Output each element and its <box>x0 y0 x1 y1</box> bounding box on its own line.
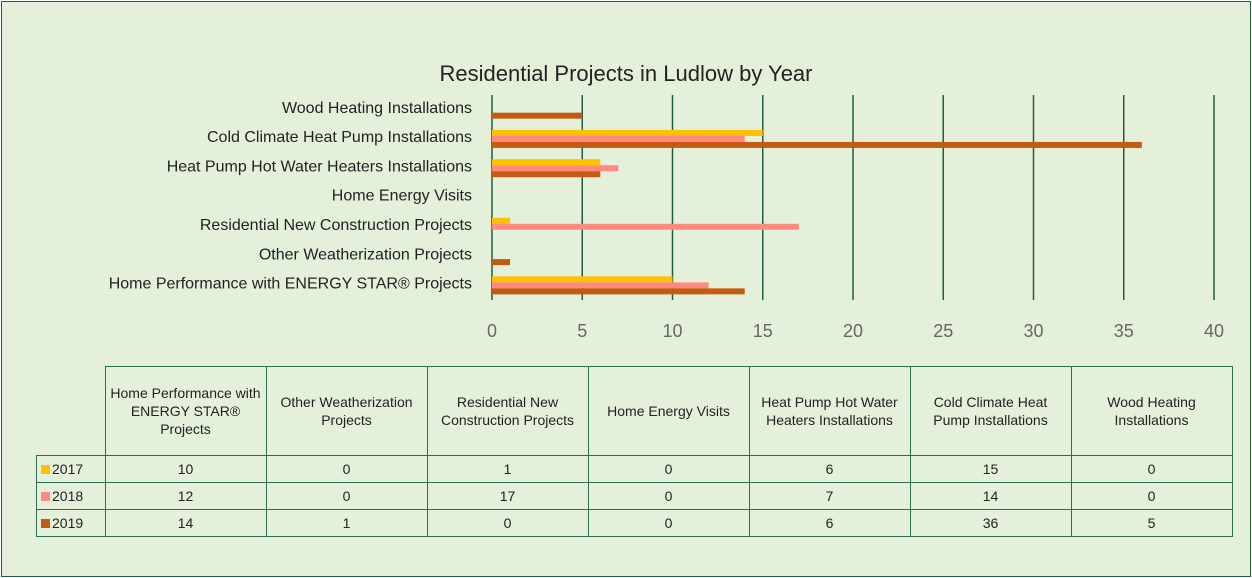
legend-entry: 2017 <box>36 455 106 483</box>
chart-title: Residential Projects in Ludlow by Year <box>439 61 812 86</box>
x-tick-label: 5 <box>577 321 587 341</box>
table-header: Wood Heating Installations <box>1070 366 1233 456</box>
table-row: 2019 14 1 0 0 6 36 5 <box>36 509 1233 537</box>
x-tick-label: 25 <box>933 321 953 341</box>
table-row: 2017 10 0 1 0 6 15 0 <box>36 455 1233 483</box>
bar <box>492 165 619 172</box>
bar <box>492 112 583 119</box>
table-cell: 0 <box>265 482 428 510</box>
table-cell: 0 <box>1070 482 1233 510</box>
table-cell: 0 <box>587 509 750 537</box>
bar <box>492 171 601 178</box>
x-tick-label: 0 <box>487 321 497 341</box>
table-header: Heat Pump Hot Water Heaters Installation… <box>748 366 911 456</box>
table-header: Home Performance with ENERGY STAR® Proje… <box>104 366 267 456</box>
table-cell: 0 <box>587 455 750 483</box>
y-tick-label: Residential New Construction Projects <box>200 217 472 234</box>
bar <box>492 259 511 266</box>
bar <box>492 129 763 136</box>
table-cell: 15 <box>909 455 1072 483</box>
table-header: Home Energy Visits <box>587 366 750 456</box>
table-cell: 1 <box>426 455 589 483</box>
legend-entry: 2018 <box>36 482 106 510</box>
x-tick-label: 40 <box>1204 321 1224 341</box>
legend-swatch <box>41 492 50 501</box>
x-tick-label: 20 <box>843 321 863 341</box>
y-tick-label: Heat Pump Hot Water Heaters Installation… <box>167 158 472 175</box>
table-cell: 14 <box>909 482 1072 510</box>
table-cell: 12 <box>104 482 267 510</box>
bar <box>492 282 709 289</box>
legend-label: 2019 <box>52 515 84 531</box>
table-cell: 0 <box>1070 455 1233 483</box>
legend-swatch <box>41 465 50 474</box>
legend-entry: 2019 <box>36 509 106 537</box>
y-tick-label: Other Weatherization Projects <box>259 246 472 263</box>
y-tick-label: Home Performance with ENERGY STAR® Proje… <box>109 276 472 293</box>
legend-swatch <box>41 519 50 528</box>
bar <box>492 223 799 230</box>
legend-label: 2017 <box>52 461 84 477</box>
y-tick-label: Home Energy Visits <box>332 188 472 205</box>
table-cell: 36 <box>909 509 1072 537</box>
bar <box>492 141 1142 148</box>
table-header: Other Weatherization Projects <box>265 366 428 456</box>
table-cell: 17 <box>426 482 589 510</box>
table-cell: 14 <box>104 509 267 537</box>
x-tick-label: 15 <box>753 321 773 341</box>
x-tick-label: 10 <box>662 321 682 341</box>
bar <box>492 276 673 283</box>
table-header-row: Home Performance with ENERGY STAR® Proje… <box>37 366 1233 456</box>
legend-label: 2018 <box>52 488 84 504</box>
bar <box>492 217 511 224</box>
table-cell: 10 <box>104 455 267 483</box>
table-cell: 0 <box>426 509 589 537</box>
bar <box>492 135 745 142</box>
table-cell: 0 <box>265 455 428 483</box>
table-cell: 5 <box>1070 509 1233 537</box>
bar <box>492 288 745 295</box>
table-row: 2018 12 0 17 0 7 14 0 <box>36 482 1233 510</box>
table-cell: 1 <box>265 509 428 537</box>
data-table: Home Performance with ENERGY STAR® Proje… <box>36 366 1233 537</box>
table-cell: 0 <box>587 482 750 510</box>
table-cell: 7 <box>748 482 911 510</box>
table-cell: 6 <box>748 509 911 537</box>
table-header: Residential New Construction Projects <box>426 366 589 456</box>
table-cell: 6 <box>748 455 911 483</box>
bar <box>492 159 601 166</box>
x-tick-label: 35 <box>1114 321 1134 341</box>
y-tick-label: Cold Climate Heat Pump Installations <box>207 129 472 146</box>
table-corner <box>37 367 106 456</box>
table-header: Cold Climate Heat Pump Installations <box>909 366 1072 456</box>
x-tick-label: 30 <box>1023 321 1043 341</box>
y-tick-label: Wood Heating Installations <box>282 100 472 117</box>
